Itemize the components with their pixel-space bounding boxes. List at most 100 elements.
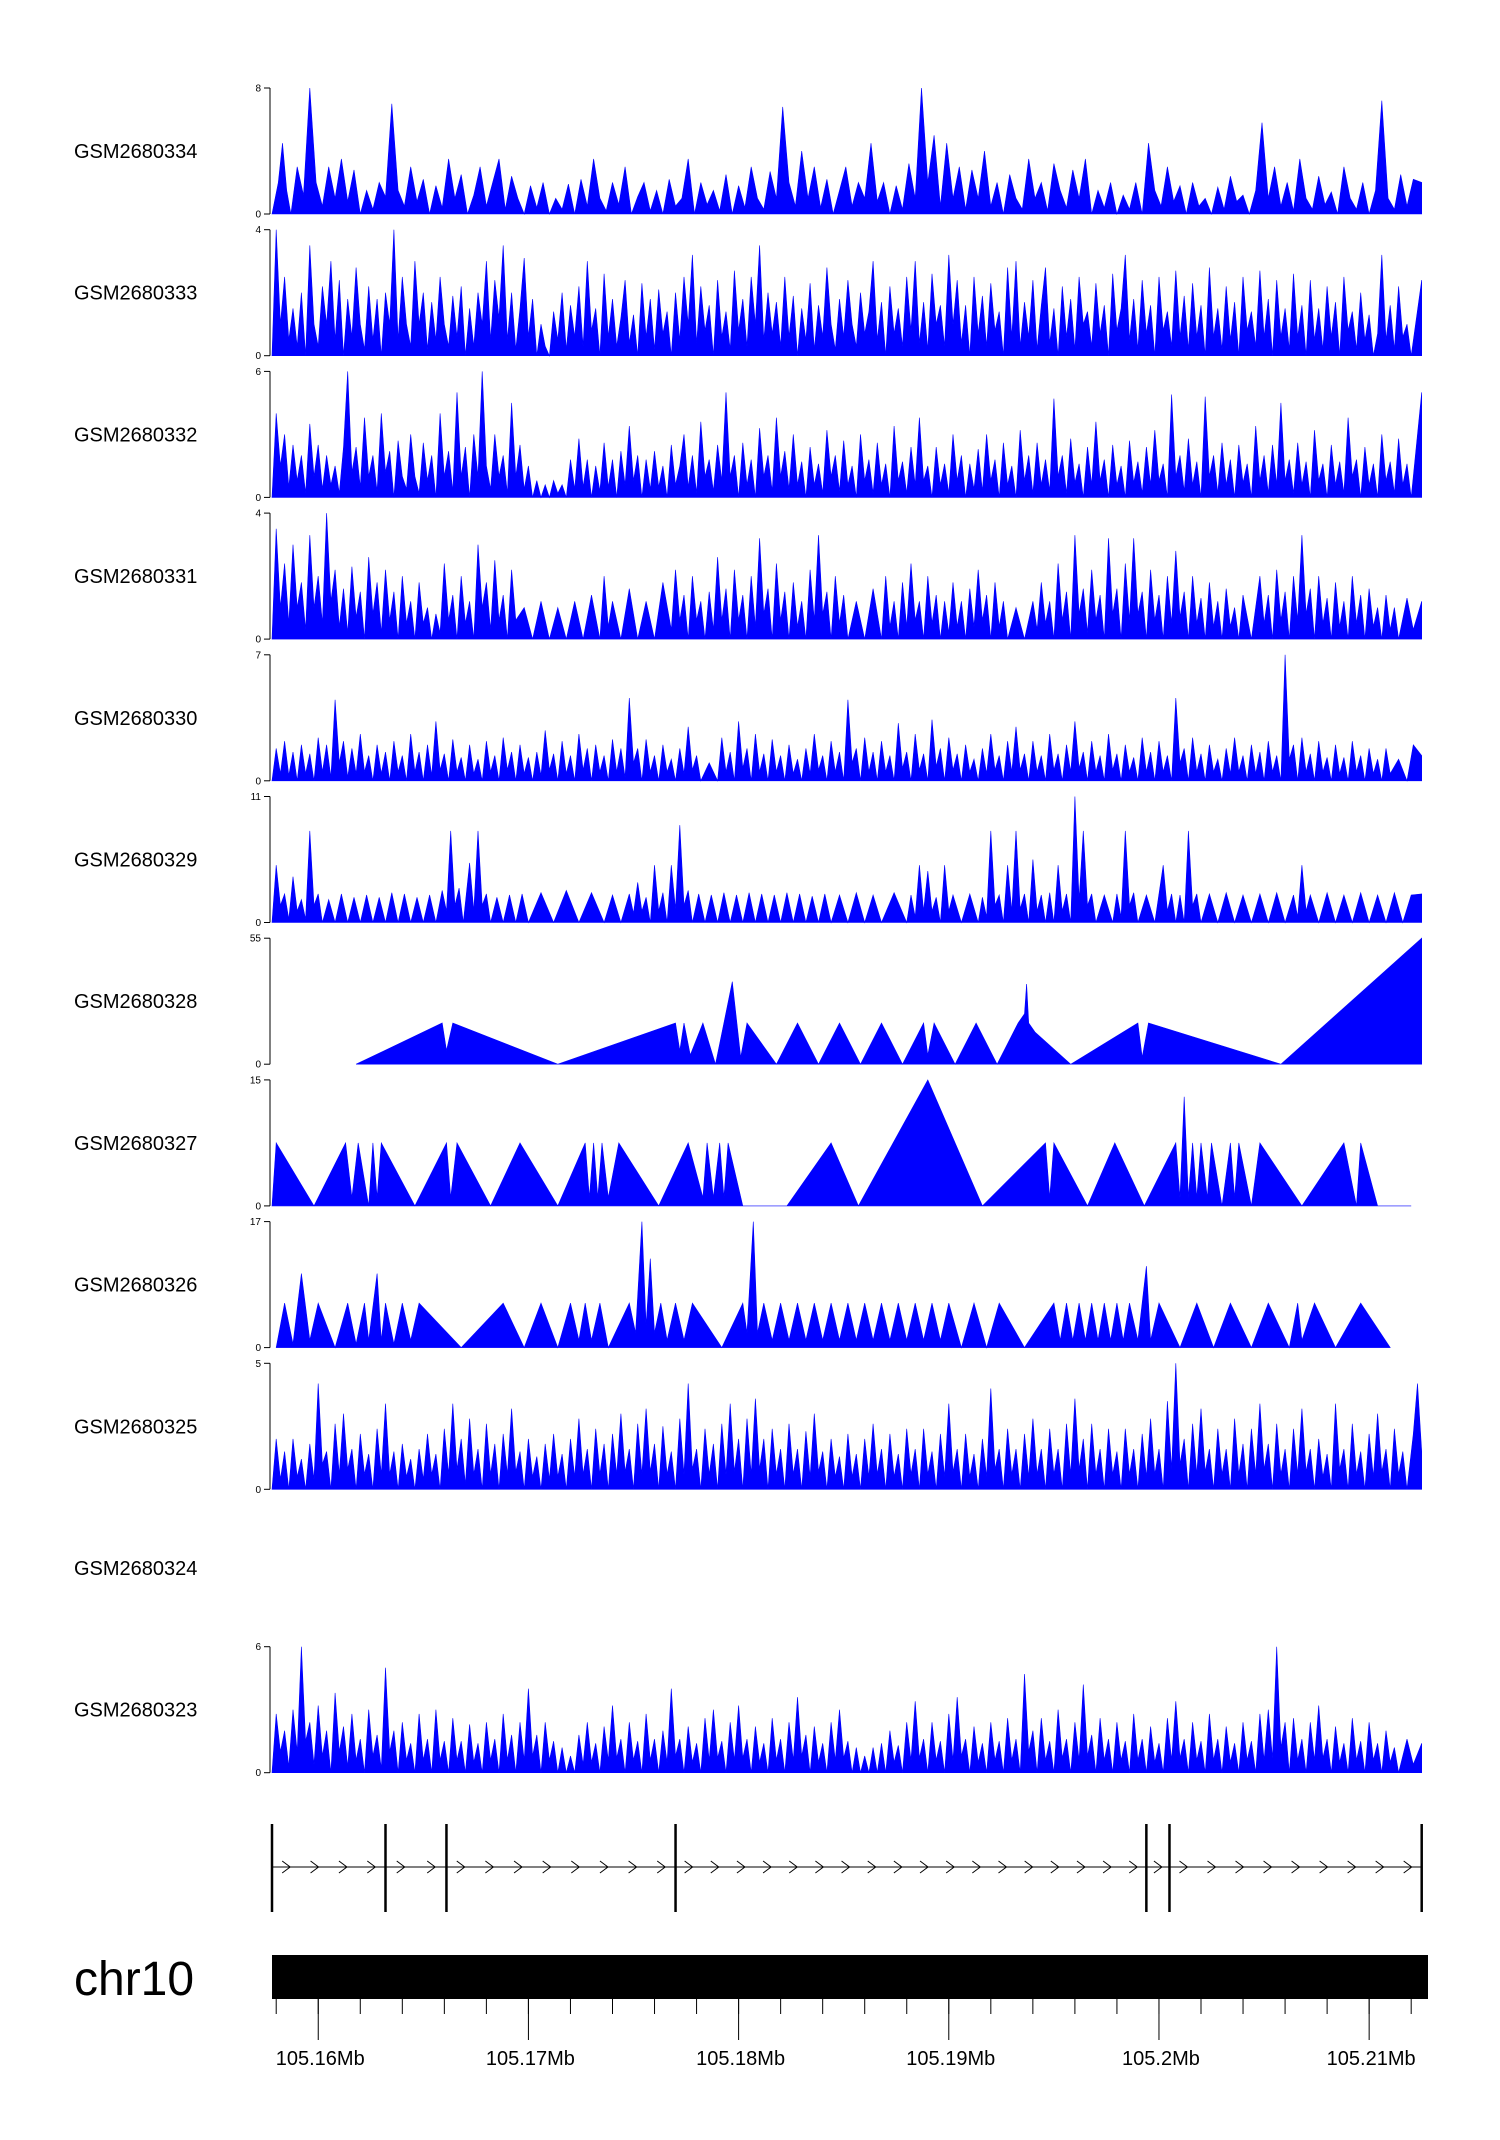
- y-tick-label: 0: [255, 1485, 261, 1496]
- strand-arrow-icon: [1128, 1860, 1139, 1874]
- y-tick-label: 55: [250, 934, 262, 945]
- track-GSM2680326: GSM2680326 0 17: [74, 1217, 1391, 1354]
- y-tick-label: 4: [255, 509, 261, 520]
- strand-arrow-icon: [1319, 1860, 1329, 1874]
- track-GSM2680324: GSM2680324: [74, 1558, 197, 1580]
- track-label: GSM2680323: [74, 1700, 197, 1722]
- y-tick-label: 8: [255, 84, 261, 95]
- track-label: GSM2680330: [74, 708, 197, 730]
- strand-arrow-icon: [367, 1860, 377, 1874]
- strand-arrow-icon: [945, 1860, 956, 1874]
- x-tick-label: 105.21Mb: [1327, 2048, 1416, 2070]
- strand-arrow-icon: [485, 1860, 495, 1874]
- y-tick-label: 0: [255, 635, 261, 646]
- strand-arrow-icon: [571, 1860, 581, 1874]
- genome-axis: 105.16Mb 105.17Mb 105.18Mb 105.19Mb 105.2Mb 1…: [275, 1999, 1416, 2070]
- y-tick-label: 0: [255, 1768, 261, 1779]
- strand-arrow-icon: [1179, 1860, 1189, 1874]
- strand-arrow-icon: [1291, 1860, 1301, 1874]
- signal-area: [271, 229, 1422, 357]
- track-label: GSM2680328: [74, 991, 197, 1013]
- strand-arrow-icon: [310, 1860, 320, 1874]
- strand-arrow-icon: [762, 1860, 772, 1874]
- track-GSM2680331: GSM2680331 0 4: [74, 509, 1422, 646]
- chromosome-label: chr10: [74, 1953, 194, 2006]
- y-tick-label: 7: [255, 650, 261, 661]
- y-tick-label: 0: [255, 776, 261, 787]
- y-tick-label: 0: [255, 493, 261, 504]
- track-GSM2680329: GSM2680329 0 11: [74, 792, 1422, 929]
- y-tick-label: 6: [255, 1642, 261, 1653]
- strand-arrow-icon: [1153, 1860, 1163, 1874]
- track-label: GSM2680334: [74, 141, 197, 163]
- track-GSM2680330: GSM2680330 0 7: [74, 650, 1422, 787]
- strand-arrow-icon: [841, 1860, 851, 1874]
- y-tick-label: 0: [255, 351, 261, 362]
- strand-arrow-icon: [1347, 1860, 1357, 1874]
- strand-arrow-icon: [513, 1860, 523, 1874]
- y-tick-label: 5: [255, 1359, 261, 1370]
- track-GSM2680323: GSM2680323 0 6: [74, 1642, 1422, 1779]
- strand-arrow-icon: [396, 1860, 406, 1874]
- track-GSM2680333: GSM2680333 0 4: [74, 225, 1422, 362]
- track-GSM2680327: GSM2680327 0 15: [74, 1075, 1412, 1212]
- strand-arrow-icon: [628, 1860, 638, 1874]
- strand-arrow-icon: [1403, 1860, 1413, 1874]
- x-tick-label: 105.17Mb: [486, 2048, 575, 2070]
- x-tick-label: 105.16Mb: [276, 2048, 365, 2070]
- strand-arrow-icon: [1207, 1860, 1217, 1874]
- track-label: GSM2680324: [74, 1558, 197, 1580]
- strand-arrow-icon: [1024, 1860, 1034, 1874]
- strand-arrow-icon: [710, 1860, 720, 1874]
- y-tick-label: 0: [255, 210, 261, 221]
- signal-area: [271, 796, 1422, 924]
- signal-area: [271, 1079, 1412, 1207]
- strand-arrow-icon: [281, 1860, 292, 1874]
- y-tick-label: 4: [255, 225, 261, 236]
- y-tick-label: 0: [255, 1201, 261, 1212]
- strand-arrow-icon: [1076, 1860, 1086, 1874]
- gene-model-track: [270, 1824, 1423, 1912]
- strand-arrow-icon: [972, 1860, 982, 1874]
- strand-arrow-icon: [867, 1860, 877, 1874]
- track-label: GSM2680329: [74, 850, 197, 872]
- y-tick-label: 11: [251, 792, 262, 803]
- strand-arrow-icon: [1050, 1860, 1060, 1874]
- strand-arrow-icon: [542, 1860, 552, 1874]
- signal-area: [271, 1363, 1422, 1490]
- strand-arrow-icon: [815, 1860, 825, 1874]
- strand-arrow-icon: [656, 1860, 667, 1874]
- strand-arrow-icon: [1263, 1860, 1273, 1874]
- y-tick-label: 6: [255, 367, 261, 378]
- signal-area: [355, 937, 1422, 1065]
- strand-arrow-icon: [338, 1860, 348, 1874]
- y-tick-label: 0: [255, 918, 261, 929]
- track-label: GSM2680327: [74, 1133, 197, 1155]
- signal-area: [275, 1221, 1391, 1349]
- track-label: GSM2680326: [74, 1275, 197, 1297]
- y-tick-label: 0: [255, 1060, 261, 1071]
- strand-arrow-icon: [788, 1860, 799, 1874]
- signal-area: [271, 513, 1422, 640]
- signal-area: [271, 371, 1422, 499]
- ideogram-track: chr10: [74, 1953, 1428, 2006]
- signal-area: [271, 87, 1422, 216]
- strand-arrow-icon: [456, 1860, 466, 1874]
- track-GSM2680334: GSM2680334 0 8: [74, 84, 1422, 221]
- x-tick-label: 105.18Mb: [696, 2048, 785, 2070]
- track-GSM2680325: GSM2680325 0 5: [74, 1359, 1422, 1496]
- strand-arrow-icon: [1102, 1860, 1112, 1874]
- strand-arrow-icon: [684, 1860, 694, 1874]
- y-tick-label: 17: [250, 1217, 262, 1228]
- strand-arrow-icon: [893, 1860, 903, 1874]
- strand-arrow-icon: [426, 1860, 437, 1874]
- track-label: GSM2680332: [74, 424, 197, 446]
- track-label: GSM2680333: [74, 283, 197, 305]
- chromosome-bar: [272, 1955, 1428, 1999]
- track-label: GSM2680325: [74, 1416, 197, 1438]
- signal-area: [271, 1646, 1422, 1773]
- x-tick-label: 105.19Mb: [906, 2048, 995, 2070]
- x-tick-label: 105.2Mb: [1122, 2048, 1200, 2070]
- strand-arrow-icon: [736, 1860, 746, 1874]
